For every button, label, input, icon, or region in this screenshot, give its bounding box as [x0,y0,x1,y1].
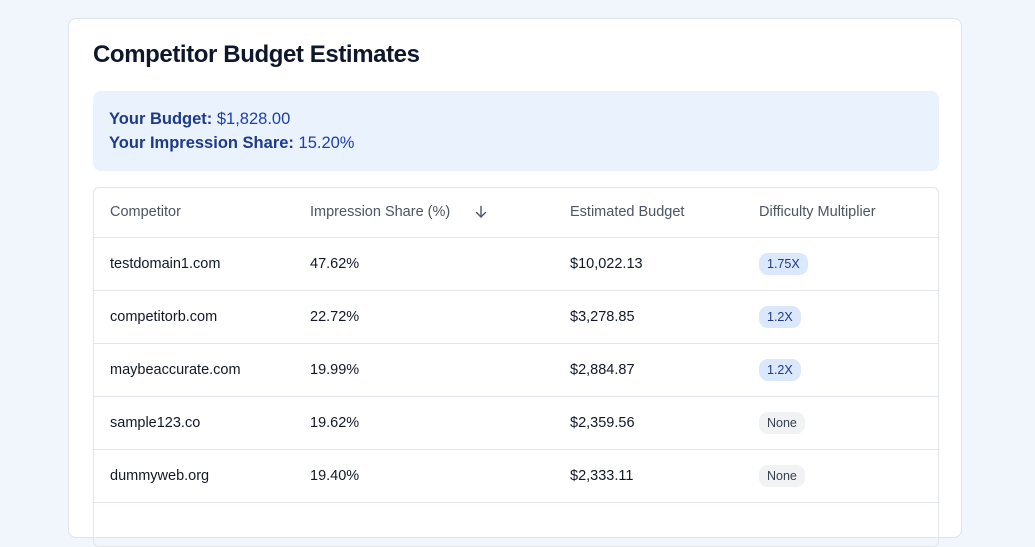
table-row: dummyweb.org 19.40% $2,333.11 None [94,449,938,503]
cell-competitor: dummyweb.org [94,449,294,503]
arrow-down-icon[interactable] [474,205,488,219]
difficulty-badge: None [759,411,805,434]
column-header-impression-share-label: Impression Share (%) [310,204,451,221]
page-title: Competitor Budget Estimates [93,41,420,68]
table-row: testdomain1.com 47.62% $10,022.13 1.75X [94,237,938,291]
cell-estimated-budget: $2,884.87 [554,343,743,397]
cell-impression-share: 19.40% [294,449,554,503]
cell-impression-share: 19.99% [294,343,554,397]
difficulty-badge: None [759,464,805,487]
your-impression-share-line: Your Impression Share: 15.20% [109,131,923,155]
competitor-budget-card: Competitor Budget Estimates Your Budget:… [68,18,962,547]
column-header-competitor-label: Competitor [110,204,181,221]
table-row: competitorb.com 22.72% $3,278.85 1.2X [94,290,938,344]
cell-impression-share: 22.72% [294,290,554,344]
table-row: sample123.co 19.62% $2,359.56 None [94,396,938,450]
difficulty-badge: 1.75X [759,252,808,275]
cell-competitor: competitorb.com [94,290,294,344]
column-header-competitor[interactable]: Competitor [94,188,294,238]
budget-summary: Your Budget: $1,828.00 Your Impression S… [93,91,939,171]
cell-competitor: maybeaccurate.com [94,343,294,397]
cell-difficulty: 1.2X [743,290,938,344]
your-impression-share-label: Your Impression Share: [109,134,294,152]
difficulty-badge: 1.2X [759,358,801,381]
cell-estimated-budget: $2,359.56 [554,396,743,450]
column-header-estimated-budget[interactable]: Estimated Budget [554,188,743,238]
cell-competitor: sample123.co [94,396,294,450]
cell-difficulty: 1.2X [743,343,938,397]
table-header-row: Competitor Impression Share (%) Estimate… [94,188,938,238]
competitor-table-container: Competitor Impression Share (%) Estimate… [93,187,939,547]
cell-difficulty: None [743,449,938,503]
table-row [94,502,938,546]
cell-impression-share: 47.62% [294,237,554,291]
column-header-impression-share[interactable]: Impression Share (%) [294,188,554,238]
table-row: maybeaccurate.com 19.99% $2,884.87 1.2X [94,343,938,397]
cell-difficulty: 1.75X [743,237,938,291]
column-header-difficulty-multiplier-label: Difficulty Multiplier [759,204,876,221]
cell-estimated-budget: $10,022.13 [554,237,743,291]
cell-competitor: testdomain1.com [94,237,294,291]
column-header-estimated-budget-label: Estimated Budget [570,204,685,221]
your-budget-line: Your Budget: $1,828.00 [109,107,923,131]
competitor-table: Competitor Impression Share (%) Estimate… [94,188,938,546]
difficulty-badge: 1.2X [759,305,801,328]
your-budget-value: $1,828.00 [216,110,291,128]
cell-estimated-budget: $2,333.11 [554,449,743,503]
your-budget-label: Your Budget: [109,110,213,128]
your-impression-share-value: 15.20% [298,134,355,152]
cell-difficulty: None [743,396,938,450]
cell-estimated-budget: $3,278.85 [554,290,743,344]
column-header-difficulty-multiplier[interactable]: Difficulty Multiplier [743,188,938,238]
cell-impression-share: 19.62% [294,396,554,450]
